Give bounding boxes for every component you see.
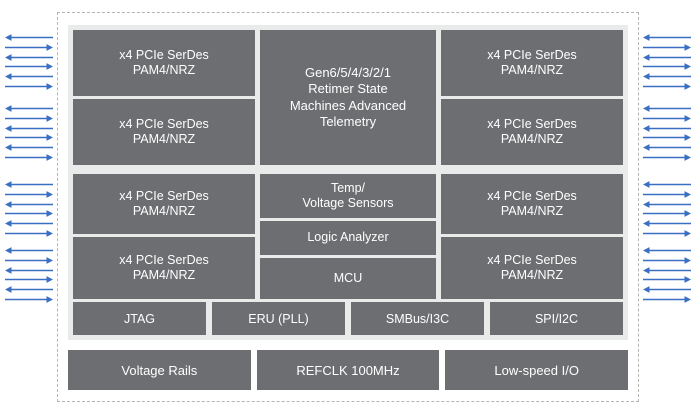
lane-arrow-right [5,256,53,264]
lane-arrow-right [643,134,691,142]
lane-arrow-left [643,105,691,112]
lane-arrow-left [643,73,691,81]
lane-arrow-right [5,296,53,303]
lane-arrow-group-left-3 [5,246,53,304]
lane-arrow-right [5,276,53,284]
lane-arrow-group-right-1 [643,104,691,162]
support-block-voltage-rails: Voltage Rails [68,350,251,390]
lane-arrow-left [5,73,53,81]
lane-arrow-left [643,247,691,254]
support-row: Voltage Rails REFCLK 100MHz Low-speed I/… [68,350,629,390]
lane-arrow-left [5,247,53,254]
lane-arrow-left [643,266,691,274]
lane-arrow-right [643,190,691,198]
interface-block-smbus-i3c: SMBus/I3C [351,302,484,335]
lane-arrow-right [643,114,691,122]
lane-arrow-right [643,154,691,161]
lane-arrow-right [5,190,53,198]
lane-arrow-left [5,200,53,208]
lane-arrow-right [643,83,691,90]
lane-arrow-right [5,83,53,90]
support-block-refclk: REFCLK 100MHz [256,350,440,390]
lane-arrow-left [5,181,53,188]
lane-arrow-group-right-0 [643,33,691,91]
lane-arrow-right [643,43,691,51]
lane-arrow-left [643,53,691,61]
serdes-block-left-0: x4 PCIe SerDes PAM4/NRZ [73,30,255,96]
serdes-block-right-2: x4 PCIe SerDes PAM4/NRZ [441,174,623,234]
serdes-block-left-2: x4 PCIe SerDes PAM4/NRZ [73,174,255,234]
lane-arrow-right [5,114,53,122]
retimer-state-machine-block: Gen6/5/4/3/2/1 Retimer State Machines Ad… [260,30,436,165]
retimer-die: x4 PCIe SerDes PAM4/NRZ x4 PCIe SerDes P… [68,25,628,340]
lane-arrow-group-left-1 [5,104,53,162]
lane-arrow-left [5,124,53,132]
lane-arrow-left [5,266,53,274]
package-outline [57,12,639,402]
lane-arrow-right [643,296,691,303]
serdes-block-left-3: x4 PCIe SerDes PAM4/NRZ [73,237,255,299]
lane-arrow-left [643,200,691,208]
logic-analyzer-block: Logic Analyzer [260,221,436,255]
lane-arrow-right [643,256,691,264]
lane-arrow-left [5,53,53,61]
lane-arrow-group-right-2 [643,180,691,238]
lane-arrow-group-left-0 [5,33,53,91]
lane-arrow-right [643,230,691,237]
interface-row: JTAG ERU (PLL) SMBus/I3C SPI/I2C [73,302,623,335]
lane-arrow-left [5,286,53,294]
lane-arrow-left [643,144,691,152]
lane-arrow-left [643,181,691,188]
lane-arrow-left [5,105,53,112]
lane-arrow-right [643,276,691,284]
lane-arrow-right [5,210,53,218]
lane-arrow-right [5,154,53,161]
serdes-block-right-1: x4 PCIe SerDes PAM4/NRZ [441,99,623,165]
lane-arrow-right [5,230,53,237]
lane-arrow-right [5,43,53,51]
lane-arrow-right [5,134,53,142]
lane-arrow-right [5,63,53,71]
lane-arrow-left [5,34,53,41]
lane-arrow-left [643,124,691,132]
interface-block-jtag: JTAG [73,302,206,335]
serdes-block-right-0: x4 PCIe SerDes PAM4/NRZ [441,30,623,96]
lane-arrow-left [5,220,53,228]
interface-block-spi-i2c: SPI/I2C [490,302,623,335]
interface-block-eru-pll: ERU (PLL) [212,302,345,335]
serdes-block-right-3: x4 PCIe SerDes PAM4/NRZ [441,237,623,299]
temp-voltage-sensors-block: Temp/ Voltage Sensors [260,174,436,218]
lane-arrow-left [643,34,691,41]
lane-arrow-left [643,220,691,228]
lane-arrow-group-left-2 [5,180,53,238]
support-block-low-speed-io: Low-speed I/O [445,350,629,390]
serdes-block-left-1: x4 PCIe SerDes PAM4/NRZ [73,99,255,165]
lane-arrow-group-right-3 [643,246,691,304]
mcu-block: MCU [260,258,436,299]
lane-arrow-left [643,286,691,294]
lane-arrow-right [643,63,691,71]
lane-arrow-left [5,144,53,152]
lane-arrow-right [643,210,691,218]
